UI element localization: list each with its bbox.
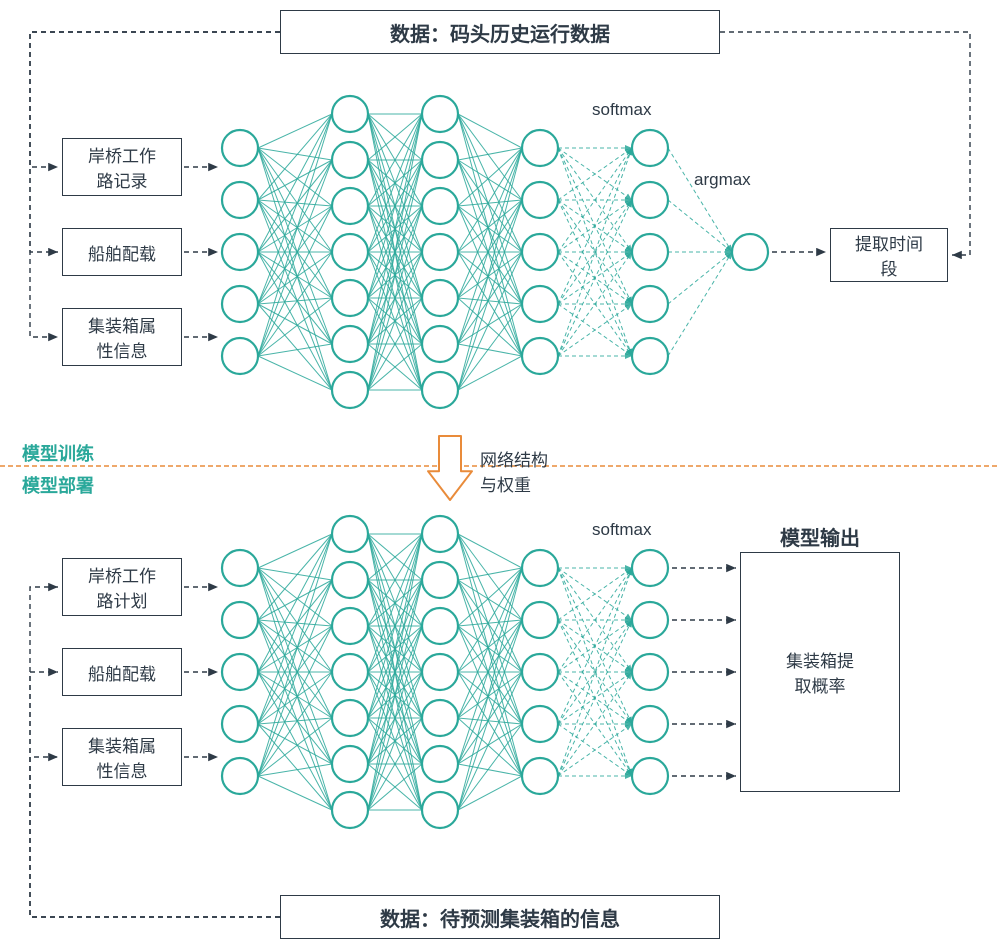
softmax-label-bottom: softmax [592,520,652,540]
section-label-train: 模型训练 [22,440,94,466]
input-top-1: 船舶配载 [62,228,182,276]
output-box-top: 提取时间段 [830,228,948,282]
section-label-deploy: 模型部署 [22,472,94,498]
argmax-label: argmax [694,170,751,190]
output-box-bottom: 集装箱提取概率 [740,552,900,792]
title-box-top: 数据：码头历史运行数据 [280,10,720,54]
input-top-0: 岸桥工作路记录 [62,138,182,196]
title-box-bottom: 数据：待预测集装箱的信息 [280,895,720,939]
output-bottom-title: 模型输出 [740,522,900,551]
input-bottom-2: 集装箱属性信息 [62,728,182,786]
softmax-label-top: softmax [592,100,652,120]
input-top-2: 集装箱属性信息 [62,308,182,366]
input-bottom-1: 船舶配载 [62,648,182,696]
diagram-root: 数据：码头历史运行数据数据：待预测集装箱的信息岸桥工作路记录船舶配载集装箱属性信… [0,0,1000,949]
input-bottom-0: 岸桥工作路计划 [62,558,182,616]
middle-label: 网络结构与权重 [480,446,548,496]
